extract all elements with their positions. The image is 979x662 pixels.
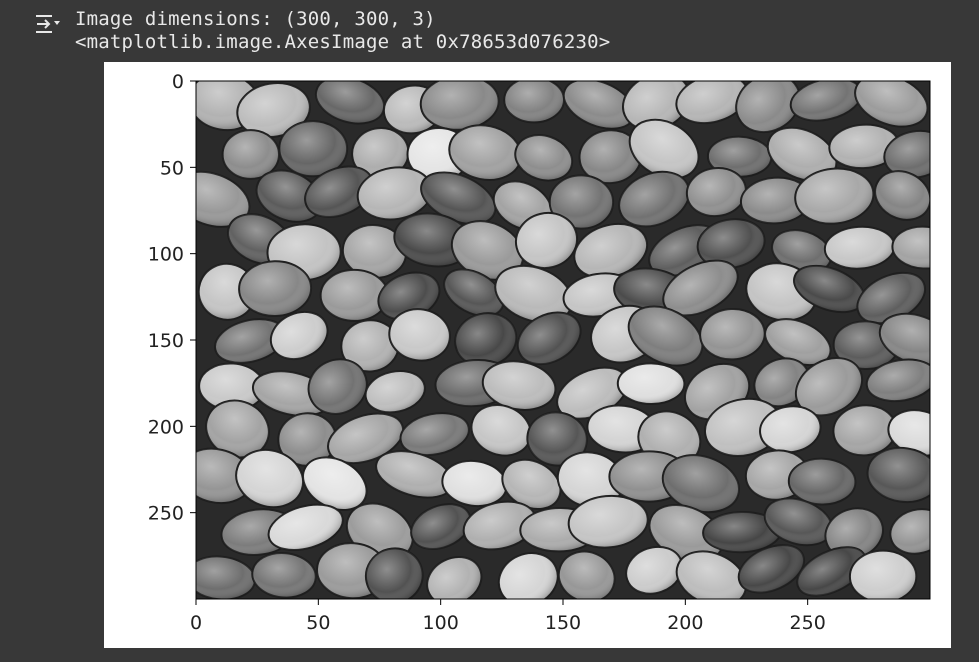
y-tick-label: 50 bbox=[160, 157, 184, 179]
x-tick-label: 50 bbox=[306, 612, 330, 634]
output-line-dimensions: Image dimensions: (300, 300, 3) bbox=[75, 8, 436, 30]
output-line-axesimage: <matplotlib.image.AxesImage at 0x78653d0… bbox=[75, 31, 610, 53]
output-frame: Image dimensions: (300, 300, 3) <matplot… bbox=[8, 0, 974, 662]
candy-shading bbox=[504, 77, 564, 122]
x-tick-label: 0 bbox=[190, 612, 202, 634]
y-tick-label: 200 bbox=[148, 416, 184, 438]
y-axis: 0 50 100 150 200 250 bbox=[148, 71, 196, 525]
y-tick-label: 150 bbox=[148, 330, 184, 352]
y-tick-label: 250 bbox=[148, 503, 184, 525]
x-tick-label: 150 bbox=[545, 612, 581, 634]
y-tick-label: 0 bbox=[172, 71, 184, 93]
candy-shading bbox=[321, 270, 389, 321]
x-tick-label: 100 bbox=[423, 612, 459, 634]
x-tick-label: 200 bbox=[667, 612, 703, 634]
x-tick-label: 250 bbox=[790, 612, 826, 634]
x-axis: 0 50 100 150 200 250 bbox=[190, 599, 826, 634]
y-tick-label: 100 bbox=[148, 244, 184, 266]
figure-canvas: 0 50 100 150 200 250 0 50 100 150 200 250 bbox=[104, 62, 951, 648]
matplotlib-figure: 0 50 100 150 200 250 0 50 100 150 200 250 bbox=[104, 62, 951, 648]
candy-shading bbox=[850, 550, 917, 602]
candy-image bbox=[165, 63, 951, 616]
output-collapse-icon[interactable] bbox=[34, 12, 62, 36]
